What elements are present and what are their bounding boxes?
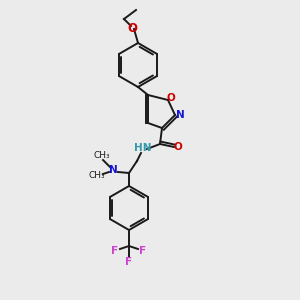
Text: F: F (125, 257, 133, 267)
Text: CH₃: CH₃ (94, 152, 110, 160)
Text: F: F (111, 246, 118, 256)
Text: N: N (109, 165, 117, 175)
Text: CH₃: CH₃ (89, 172, 105, 181)
Text: O: O (174, 142, 182, 152)
Text: N: N (176, 110, 184, 120)
Text: F: F (140, 246, 147, 256)
Text: O: O (167, 93, 176, 103)
Text: O: O (127, 22, 137, 34)
Text: HN: HN (134, 143, 152, 153)
